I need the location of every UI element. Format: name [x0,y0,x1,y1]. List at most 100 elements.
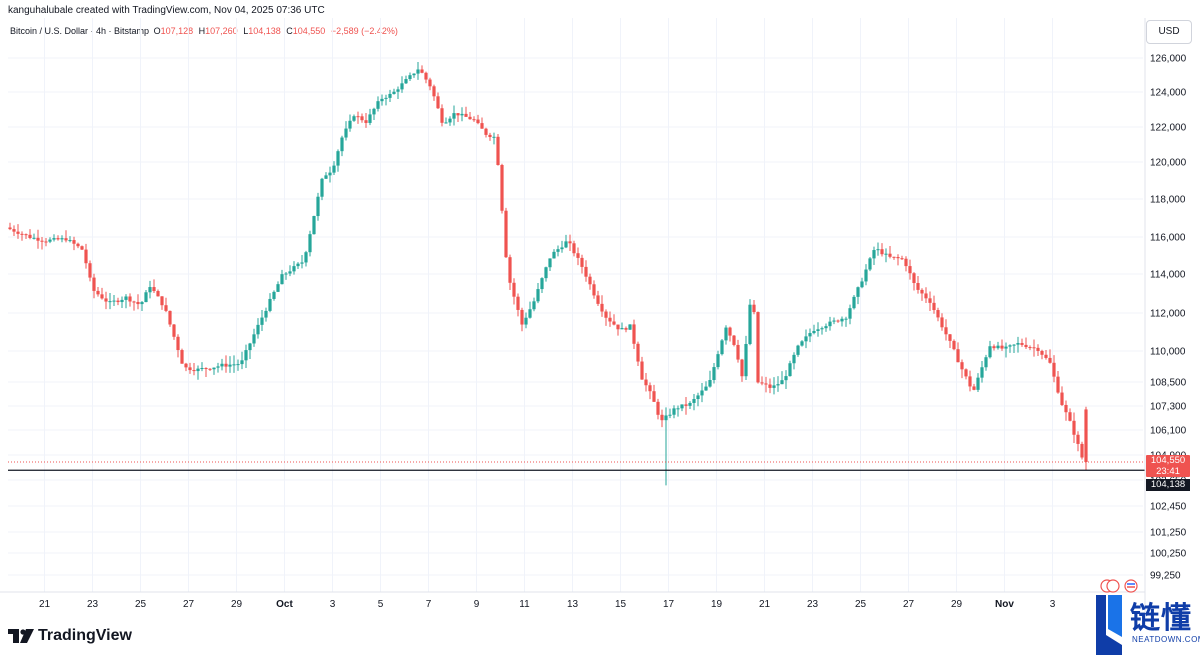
candle-body [484,128,488,135]
candle-body [680,404,684,409]
candle-body [424,72,428,80]
y-tick-label: 126,000 [1150,54,1187,65]
candle-body [672,408,676,415]
candle-body [632,324,636,344]
currency-button[interactable]: USD [1146,20,1192,44]
candle-body [812,331,816,334]
candle-body [840,318,844,322]
candle-body [320,178,324,197]
event-flags[interactable] [1098,578,1138,594]
candle-body [8,227,12,230]
candle-body [396,89,400,92]
candle-body [136,301,140,305]
candle-body [760,382,764,384]
candle-body [420,69,424,73]
site-watermark: 链懂 NEATDOWN.COM [1088,585,1200,657]
candle-body [1068,412,1072,421]
candle-body [504,210,508,258]
candle-body [716,354,720,368]
candle-body [216,366,220,368]
candle-body [332,165,336,173]
x-tick-label: 27 [183,599,195,610]
time-axis[interactable]: 21 23 25 27 29 Oct 3 5 7 9 11 13 15 17 19 21 23 25 27 29 Nov… [0,591,1145,610]
chart-grid [8,18,1143,592]
symbol-name[interactable]: Bitcoin / U.S. Dollar · 4h · Bitstamp [10,26,150,36]
candle-body [1072,420,1076,435]
candle-body [968,376,972,387]
candle-body [652,391,656,402]
candle-body [732,335,736,345]
candle-body [312,216,316,235]
close-label: C [286,26,293,36]
candle-body [572,243,576,254]
candle-body [440,108,444,123]
candle-body [984,357,988,368]
y-tick-label: 101,250 [1150,528,1187,539]
candle-body [80,246,84,250]
candle-body [204,368,208,370]
x-tick-label: 5 [378,599,384,610]
candle-body [616,324,620,330]
candle-body [316,196,320,217]
candle-body [928,298,932,303]
y-tick-label: 110,000 [1150,347,1186,358]
x-tick-label: 25 [855,599,867,610]
candle-body [540,278,544,290]
candle-body [172,324,176,337]
candle-body [524,317,528,325]
candle-body [88,263,92,278]
tradingview-brand[interactable]: TradingView [8,627,132,645]
candle-body [580,257,584,267]
open-label: O [153,26,161,36]
candle-body [152,287,156,292]
candle-body [772,385,776,388]
candle-body [868,258,872,270]
us-flag-icon [1106,579,1120,593]
candle-body [844,318,848,320]
candle-body [768,384,772,388]
candle-body [148,287,152,293]
candle-body [284,273,288,275]
candle-body [372,108,376,115]
price-axis[interactable]: 126,000 124,000 122,000 120,000 118,000 116,0… [1144,18,1187,612]
y-tick-label: 112,000 [1150,309,1186,320]
candle-body [600,303,604,312]
candle-body [640,361,644,380]
candle-body [348,120,352,129]
candle-body [684,404,688,406]
candle-body [512,282,516,297]
change-value: −2,589 (−2.42%) [330,26,398,36]
candle-body [972,386,976,390]
candle-body [128,296,132,302]
candle-body [1036,347,1040,351]
candle-body [300,262,304,264]
candle-body [408,75,412,80]
y-tick-label: 107,300 [1150,402,1187,413]
candle-body [492,136,496,138]
candle-body [604,311,608,318]
candle-body [508,257,512,283]
candle-body [496,136,500,165]
candle-body [1008,345,1012,347]
candle-body [256,324,260,335]
y-tick-label: 116,000 [1150,233,1186,244]
candle-body [404,79,408,84]
candle-body [656,401,660,415]
candle-body [228,364,232,367]
candle-body [756,312,760,383]
candle-body [468,116,472,120]
candle-body [180,350,184,364]
candle-body [996,345,1000,349]
candle-body [548,258,552,268]
candle-body [92,277,96,291]
candle-body [280,274,284,285]
candle-body [900,258,904,260]
candle-body [828,321,832,327]
candle-body [400,83,404,90]
candle-body [516,296,520,310]
candle-body [412,73,416,76]
x-tick-label: 13 [567,599,579,610]
candle-body [1000,345,1004,349]
candle-body [52,238,56,240]
